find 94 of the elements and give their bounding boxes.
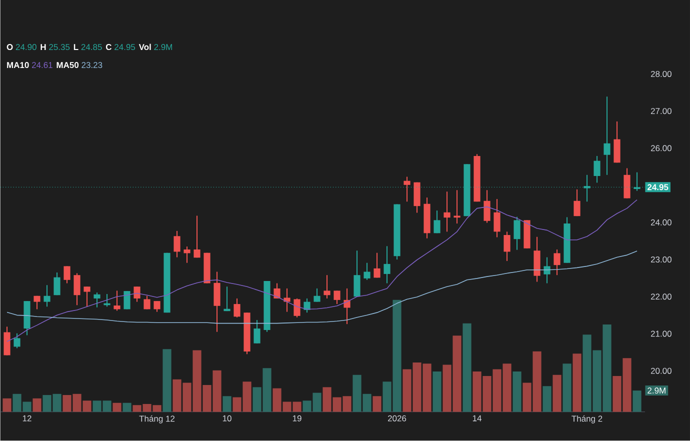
- text: 23.23: [82, 62, 102, 68]
- candlestick: [234, 298, 240, 318]
- candlestick: [434, 210, 440, 234]
- candlestick: [364, 262, 370, 281]
- candlestick: [484, 190, 490, 224]
- text: 24.85: [81, 44, 102, 50]
- candlestick: [574, 188, 580, 217]
- x-tick-label: Tháng 12: [139, 415, 175, 424]
- text: MA50: [56, 62, 79, 68]
- y-tick-label: 27.00: [650, 108, 672, 114]
- y-tick-label: 20.00: [650, 368, 672, 374]
- candlestick: [624, 168, 630, 199]
- candlestick: [114, 290, 120, 312]
- bar: [632, 390, 642, 412]
- candlestick: [174, 230, 180, 258]
- candlestick: [14, 332, 20, 349]
- y-tick-label: 26.00: [650, 145, 672, 152]
- y-tick-label: 21.00: [650, 330, 672, 337]
- candlestick: [84, 286, 90, 308]
- x-tick-label: Tháng 2: [572, 415, 602, 424]
- text: L: [74, 44, 78, 50]
- text: 2.9M: [154, 44, 172, 50]
- candlestick: [274, 282, 280, 300]
- bar: [512, 372, 522, 412]
- candlestick: [554, 249, 560, 276]
- bar: [122, 402, 132, 412]
- bar: [562, 364, 572, 412]
- x-tick-label: 19: [292, 415, 302, 422]
- text: H: [40, 44, 46, 50]
- candlestick: [614, 121, 620, 164]
- candlestick: [494, 198, 500, 238]
- candlestick: [504, 231, 510, 262]
- candlestick: [384, 246, 390, 284]
- bar: [32, 398, 42, 412]
- x-tick-label: 14: [472, 415, 482, 422]
- candlestick: [354, 250, 360, 298]
- candlestick: [34, 295, 40, 310]
- candlestick: [284, 288, 290, 312]
- text: 24.61: [32, 62, 52, 68]
- x-tick-label: 2026: [388, 415, 406, 422]
- candlestick: [144, 295, 150, 310]
- bar: [462, 323, 472, 412]
- bar: [572, 354, 582, 412]
- bar: [372, 396, 382, 412]
- candlestick: [294, 298, 300, 318]
- candlestick: [594, 156, 600, 184]
- candlestick: [414, 182, 420, 214]
- bar: [542, 386, 552, 412]
- text: 24.90: [16, 44, 36, 50]
- candlestick: [604, 96, 610, 176]
- candlestick: [334, 290, 340, 305]
- candlestick: [404, 176, 410, 202]
- bar: [162, 349, 172, 412]
- candlestick: [454, 190, 460, 224]
- candlestick: [74, 272, 80, 306]
- candlestick: [254, 320, 260, 344]
- candlestick: [154, 300, 160, 312]
- x-tick-label: 10: [222, 415, 232, 422]
- text: Vol: [138, 44, 151, 50]
- text: MA10: [7, 62, 29, 68]
- candlestick: [344, 288, 350, 325]
- text: 24.95: [114, 44, 136, 50]
- candlestick: [374, 252, 380, 278]
- candlestick: [444, 191, 450, 232]
- candlestick: [134, 286, 140, 302]
- ref-line-label: 24.95: [648, 184, 668, 190]
- candlestick: [544, 256, 550, 284]
- candlestick: [4, 326, 10, 356]
- candlestick: [514, 216, 520, 250]
- bar: [432, 372, 442, 412]
- candlestick: [64, 266, 70, 284]
- text: C: [106, 44, 112, 50]
- y-tick-label: 28.00: [650, 71, 672, 78]
- candlestick: [314, 288, 320, 302]
- candlestick: [224, 286, 230, 312]
- candlestick: [304, 298, 310, 314]
- candlestick: [194, 215, 200, 258]
- candlestick: [184, 246, 190, 264]
- candlestick: [44, 284, 50, 308]
- bar: [222, 396, 232, 412]
- candlestick: [214, 271, 220, 332]
- text: 25.35: [49, 44, 70, 50]
- bar: [112, 402, 122, 412]
- text: 2.9M: [648, 388, 666, 394]
- bar: [2, 398, 12, 412]
- y-tick-label: 22.00: [650, 294, 672, 300]
- candlestick: [54, 272, 60, 296]
- candlestick: [94, 292, 100, 308]
- y-tick-label: 23.00: [650, 256, 672, 263]
- bar: [552, 374, 562, 412]
- text: O: [6, 44, 13, 50]
- y-tick-label: 24.00: [650, 219, 672, 226]
- x-tick-label: 12: [22, 415, 32, 422]
- candlestick: [324, 274, 330, 300]
